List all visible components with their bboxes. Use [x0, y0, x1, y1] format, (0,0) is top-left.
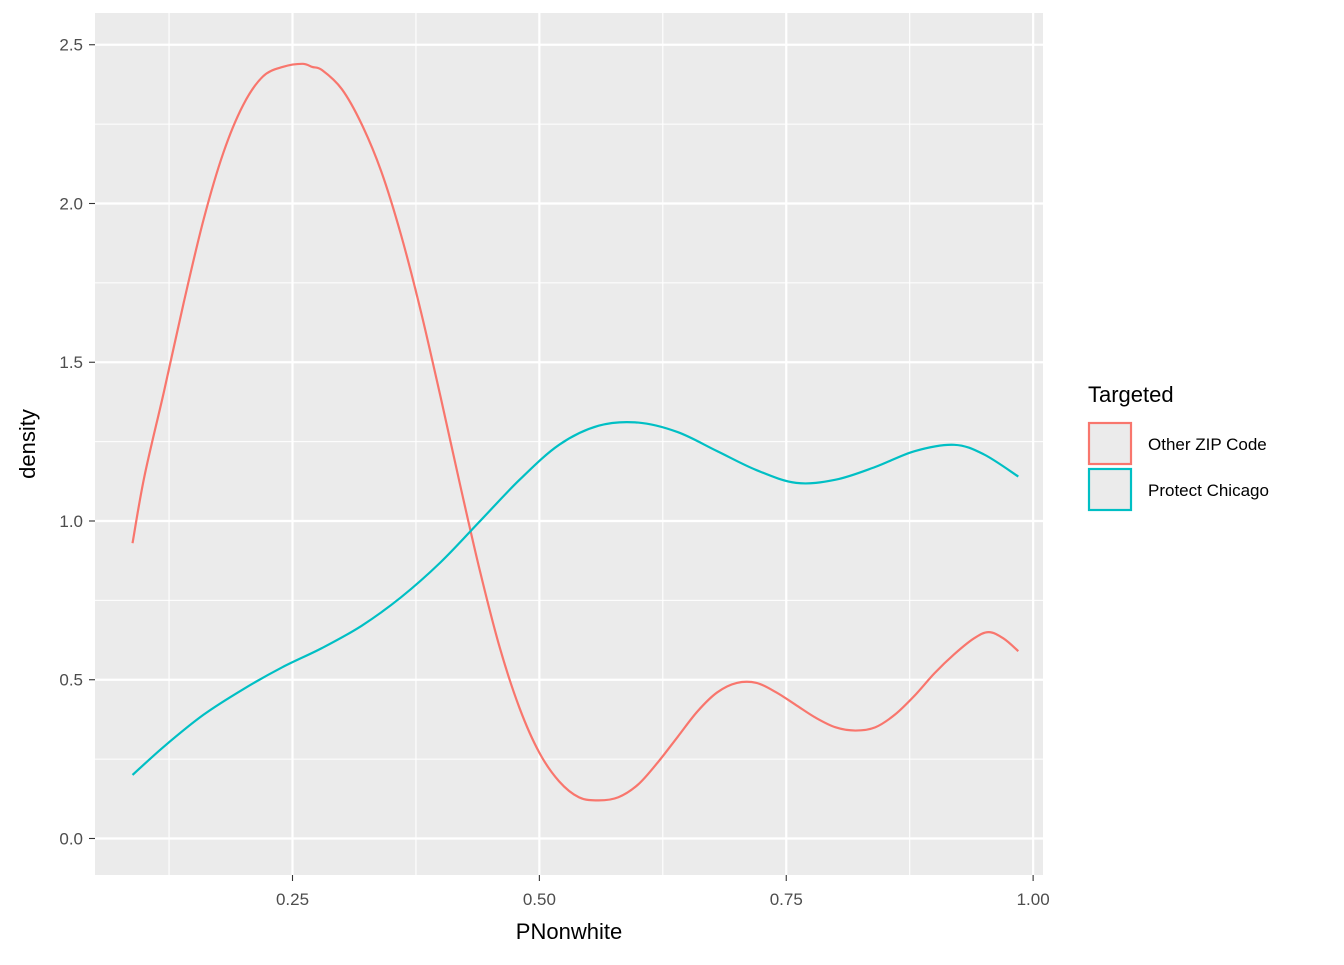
legend-key-other-zip-code: [1087, 421, 1133, 466]
x-tick-label-2: 0.75: [770, 890, 803, 909]
major-gridlines: [95, 13, 1043, 875]
x-tick-label-0: 0.25: [276, 890, 309, 909]
y-tick-label-4: 2.0: [59, 194, 83, 213]
y-axis-title: density: [15, 409, 40, 479]
legend-label-protect-chicago: Protect Chicago: [1148, 481, 1269, 500]
legend: Targeted Other ZIP Code Protect Chicago: [1087, 382, 1269, 512]
plot-panel: [95, 13, 1043, 875]
legend-title: Targeted: [1088, 382, 1174, 407]
y-tick-label-1: 0.5: [59, 671, 83, 690]
legend-label-other-zip-code: Other ZIP Code: [1148, 435, 1267, 454]
y-tick-label-0: 0.0: [59, 829, 83, 848]
x-tick-label-1: 0.50: [523, 890, 556, 909]
series-line-protect-chicago: [131, 420, 1019, 776]
legend-key-protect-chicago: [1087, 467, 1133, 512]
y-tick-label-2: 1.0: [59, 512, 83, 531]
x-tick-label-3: 1.00: [1017, 890, 1050, 909]
y-axis: 0.0 0.5 1.0 1.5 2.0 2.5: [59, 36, 95, 848]
y-tick-label-3: 1.5: [59, 353, 83, 372]
series-lines: [131, 62, 1020, 802]
y-tick-label-5: 2.5: [59, 36, 83, 55]
x-axis-title: PNonwhite: [516, 919, 622, 944]
minor-gridlines: [95, 13, 1043, 875]
legend-items: Other ZIP Code Protect Chicago: [1087, 421, 1269, 512]
x-axis: 0.25 0.50 0.75 1.00: [276, 875, 1050, 909]
series-line-other-zip-code: [131, 62, 1020, 802]
